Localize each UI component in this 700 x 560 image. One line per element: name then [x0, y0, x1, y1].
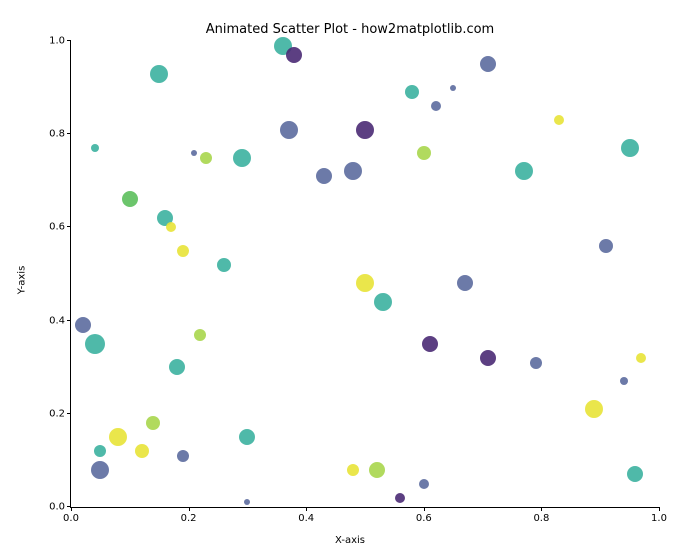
y-tick-label: 0.6	[49, 222, 65, 233]
y-tick-label: 0.8	[49, 129, 65, 140]
scatter-point	[109, 428, 127, 446]
scatter-point	[146, 416, 160, 430]
scatter-point	[620, 377, 628, 385]
y-tick-mark	[67, 133, 71, 134]
y-tick-label: 0.4	[49, 315, 65, 326]
scatter-point	[233, 149, 251, 167]
y-tick-mark	[67, 506, 71, 507]
scatter-point	[621, 139, 639, 157]
y-axis-label: Y-axis	[17, 266, 28, 295]
scatter-point	[422, 336, 438, 352]
scatter-point	[599, 239, 613, 253]
scatter-point	[347, 464, 359, 476]
scatter-point	[94, 445, 106, 457]
scatter-point	[344, 162, 362, 180]
y-tick-mark	[67, 320, 71, 321]
scatter-point	[91, 144, 99, 152]
x-tick-mark	[424, 507, 425, 511]
scatter-point	[515, 162, 533, 180]
y-tick-mark	[67, 226, 71, 227]
x-tick-mark	[541, 507, 542, 511]
x-tick-mark	[71, 507, 72, 511]
scatter-point	[239, 429, 255, 445]
y-tick-label: 0.0	[49, 502, 65, 513]
scatter-point	[530, 357, 542, 369]
scatter-point	[194, 329, 206, 341]
scatter-point	[244, 499, 250, 505]
x-tick-label: 0.2	[181, 513, 197, 524]
scatter-point	[286, 47, 302, 63]
y-tick-mark	[67, 413, 71, 414]
scatter-point	[431, 101, 441, 111]
scatter-point	[150, 65, 168, 83]
scatter-point	[457, 275, 473, 291]
scatter-point	[356, 274, 374, 292]
x-axis-label: X-axis	[0, 535, 700, 546]
scatter-point	[75, 317, 91, 333]
x-tick-label: 1.0	[651, 513, 667, 524]
scatter-point	[405, 85, 419, 99]
x-tick-mark	[306, 507, 307, 511]
scatter-point	[200, 152, 212, 164]
scatter-point	[316, 168, 332, 184]
scatter-point	[395, 493, 405, 503]
x-tick-mark	[189, 507, 190, 511]
scatter-point	[636, 353, 646, 363]
x-tick-label: 0.0	[63, 513, 79, 524]
scatter-point	[177, 245, 189, 257]
scatter-point	[480, 56, 496, 72]
scatter-point	[419, 479, 429, 489]
x-tick-label: 0.8	[533, 513, 549, 524]
scatter-figure: Animated Scatter Plot - how2matplotlib.c…	[0, 0, 700, 560]
y-tick-mark	[67, 40, 71, 41]
scatter-point	[374, 293, 392, 311]
scatter-point	[191, 150, 197, 156]
scatter-point	[627, 466, 643, 482]
x-tick-mark	[659, 507, 660, 511]
scatter-point	[217, 258, 231, 272]
scatter-point	[122, 191, 138, 207]
scatter-point	[91, 461, 109, 479]
scatter-point	[585, 400, 603, 418]
scatter-point	[480, 350, 496, 366]
scatter-point	[169, 359, 185, 375]
x-tick-label: 0.6	[416, 513, 432, 524]
scatter-point	[135, 444, 149, 458]
scatter-point	[280, 121, 298, 139]
scatter-point	[554, 115, 564, 125]
scatter-point	[177, 450, 189, 462]
x-tick-label: 0.4	[298, 513, 314, 524]
y-tick-label: 0.2	[49, 408, 65, 419]
scatter-point	[85, 334, 105, 354]
scatter-point	[369, 462, 385, 478]
scatter-point	[417, 146, 431, 160]
y-tick-label: 1.0	[49, 36, 65, 47]
scatter-point	[166, 222, 176, 232]
scatter-point	[356, 121, 374, 139]
chart-title: Animated Scatter Plot - how2matplotlib.c…	[0, 22, 700, 37]
plot-area: 0.00.20.40.60.81.00.00.20.40.60.81.0	[70, 41, 659, 508]
scatter-point	[450, 85, 456, 91]
